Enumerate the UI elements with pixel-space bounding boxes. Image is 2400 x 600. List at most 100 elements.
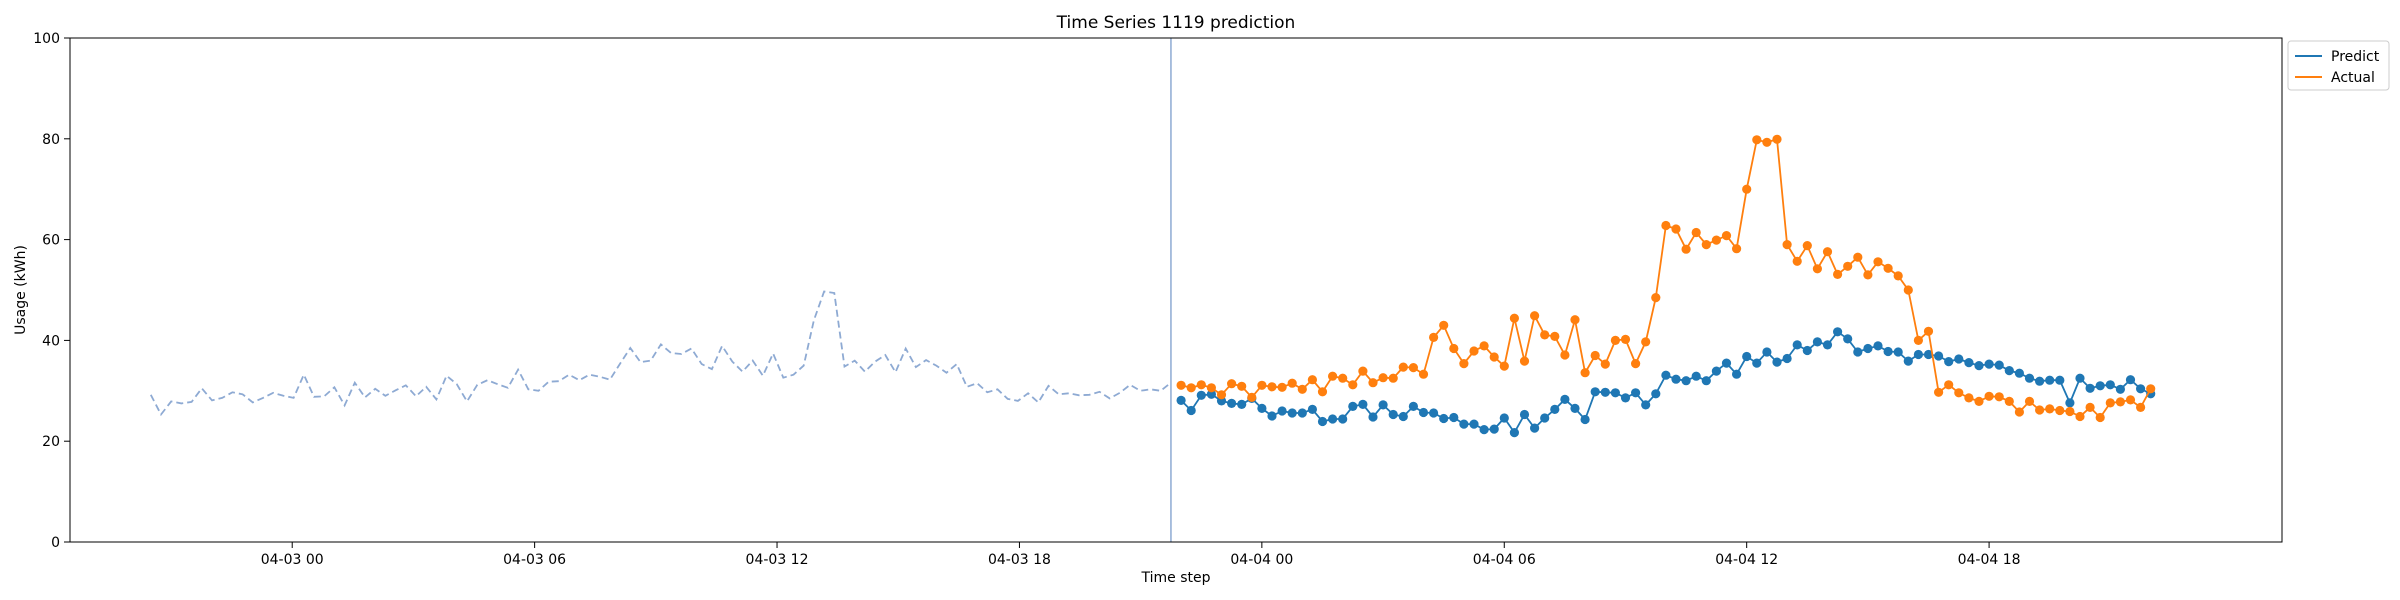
x-axis-title: Time step (1141, 570, 1211, 586)
predict-point (1348, 401, 1358, 411)
actual-point (1560, 350, 1570, 360)
predict-point (1408, 401, 1418, 411)
actual-point (2045, 404, 2055, 414)
actual-point (1843, 261, 1853, 271)
actual-point (1923, 326, 1934, 336)
predict-point (1439, 413, 1449, 424)
actual-point (1227, 379, 1237, 389)
actual-point (1590, 350, 1600, 361)
y-tick-label: 40 (42, 333, 60, 349)
actual-point (1772, 134, 1782, 144)
predict-point (1398, 411, 1408, 422)
actual-point (1418, 369, 1429, 379)
predict-point (1388, 409, 1398, 420)
predict-point (2125, 375, 2136, 385)
predict-point (1479, 425, 1489, 435)
predict-point (2035, 376, 2045, 386)
predict-point (1519, 409, 1530, 420)
predict-point (1227, 398, 1237, 408)
actual-point (1762, 137, 1772, 147)
predict-point (1570, 403, 1580, 413)
predict-point (1934, 351, 1944, 361)
predict-point (2085, 383, 2095, 393)
predict-point (1317, 416, 1328, 427)
actual-point (2065, 406, 2075, 417)
actual-point (1408, 363, 1418, 373)
y-tick-label: 100 (33, 31, 60, 47)
actual-point (1307, 375, 1317, 385)
predict-point (1903, 356, 1913, 366)
predict-point (1186, 405, 1196, 416)
actual-point (1732, 244, 1742, 254)
actual-point (1661, 220, 1671, 231)
predict-point (1550, 404, 1560, 414)
actual-point (1721, 231, 1732, 241)
actual-point (1398, 362, 1408, 372)
y-axis-title: Usage (kWh) (13, 245, 29, 335)
actual-point (1711, 235, 1721, 245)
x-tick-label: 04-03 12 (746, 552, 809, 568)
predict-point (1489, 424, 1499, 434)
x-tick-label: 04-03 18 (988, 552, 1051, 568)
predict-point (1600, 387, 1610, 397)
actual-point (1994, 392, 2004, 402)
predict-point (1631, 388, 1641, 398)
actual-point (1913, 335, 1923, 345)
legend-label-actual: Actual (2331, 70, 2375, 86)
actual-point (1277, 382, 1287, 392)
predict-point (1893, 347, 1903, 357)
predict-point (1742, 351, 1752, 362)
predict-point (1429, 408, 1439, 418)
actual-point (1984, 391, 1994, 401)
predict-point (1822, 340, 1833, 350)
actual-point (1812, 264, 1822, 274)
actual-point (1651, 293, 1661, 303)
actual-point (1671, 224, 1681, 234)
actual-point (1833, 269, 1843, 279)
x-tick-label: 04-04 12 (1715, 552, 1778, 568)
predict-point (1338, 414, 1348, 424)
actual-point (2014, 407, 2024, 417)
predict-point (2055, 375, 2065, 385)
predict-point (1297, 408, 1307, 418)
actual-point (1873, 257, 1883, 267)
actual-point (1358, 366, 1368, 376)
actual-point (1802, 241, 1812, 251)
predict-point (2075, 373, 2085, 383)
predict-point (1701, 376, 1711, 386)
actual-point (2024, 396, 2035, 406)
predict-point (2065, 398, 2075, 408)
predict-point (2014, 368, 2024, 378)
actual-point (1903, 285, 1913, 295)
actual-point (1570, 315, 1580, 325)
predict-point (1671, 374, 1681, 384)
legend-label-predict: Predict (2331, 49, 2380, 65)
predict-point (1620, 393, 1631, 403)
actual-point (1742, 184, 1752, 194)
predict-point (1954, 354, 1964, 364)
actual-point (1641, 337, 1651, 347)
actual-point (1954, 388, 1964, 398)
actual-point (2055, 405, 2065, 416)
actual-point (1499, 361, 1509, 371)
actual-point (1681, 244, 1691, 254)
actual-point (1782, 240, 1792, 250)
predict-point (1277, 406, 1287, 416)
predict-point (1863, 343, 1873, 354)
actual-point (1429, 332, 1439, 342)
actual-point (1267, 382, 1277, 392)
predict-point (1923, 349, 1934, 360)
actual-point (2035, 405, 2045, 415)
x-tick-label: 04-03 06 (503, 552, 566, 568)
predict-point (2024, 373, 2035, 383)
actual-point (1449, 343, 1459, 354)
predict-point (1530, 423, 1540, 433)
predict-point (1307, 404, 1317, 414)
predict-point (1873, 341, 1883, 351)
y-tick-label: 20 (42, 434, 60, 450)
actual-point (1620, 334, 1631, 344)
y-tick-label: 60 (42, 233, 60, 249)
predict-point (1651, 389, 1661, 399)
actual-point (1459, 359, 1469, 369)
actual-point (2075, 411, 2085, 422)
